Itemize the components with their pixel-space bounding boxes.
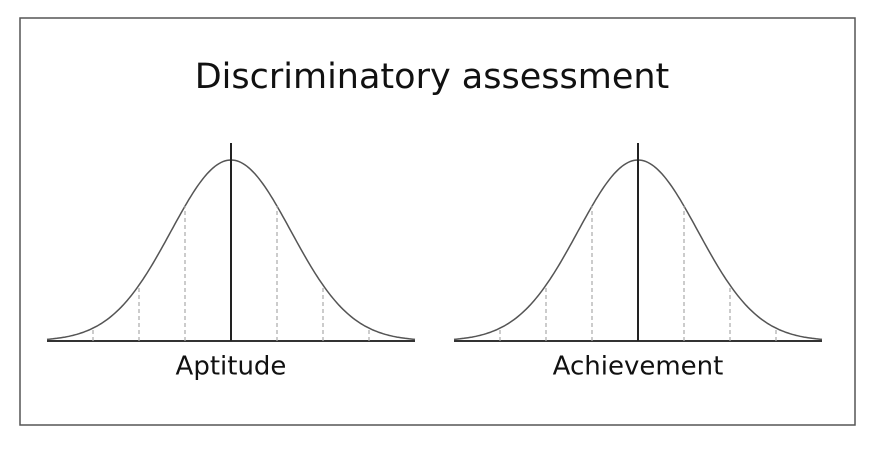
curve-label: Aptitude [176,352,287,382]
frame [19,17,856,426]
curve-label: Achievement [553,352,724,382]
title: Discriminatory assessment [195,57,670,97]
